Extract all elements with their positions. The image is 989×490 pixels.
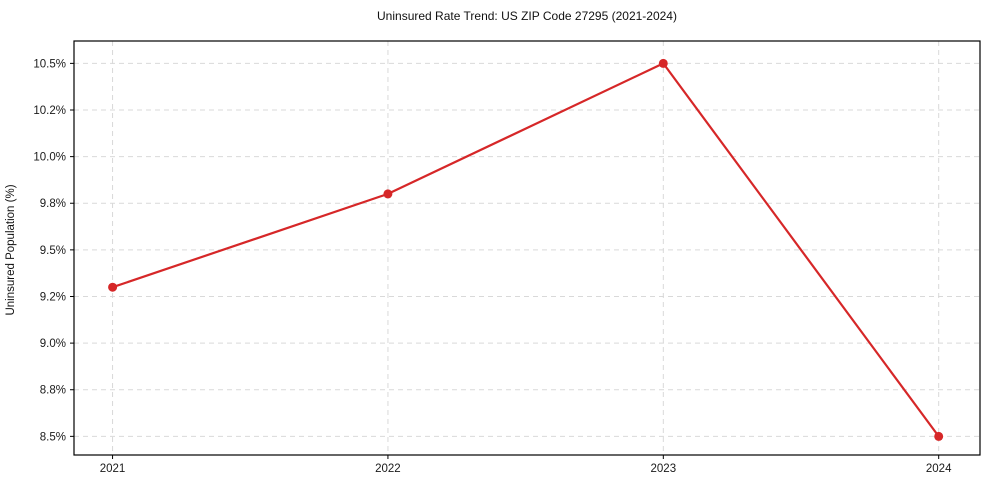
y-tick-label: 9.0%	[40, 338, 66, 350]
data-point-2023	[658, 58, 668, 68]
x-tick-label: 2022	[375, 463, 401, 475]
x-tick-label: 2023	[651, 463, 677, 475]
y-tick-label: 9.5%	[40, 245, 66, 257]
y-tick-label: 10.0%	[33, 152, 66, 164]
y-tick-label: 9.8%	[40, 198, 66, 210]
y-tick-label: 10.5%	[33, 58, 66, 70]
data-point-2022	[383, 189, 393, 199]
plot-border	[73, 40, 981, 456]
x-tick-label: 2024	[926, 463, 952, 475]
y-tick-label: 9.2%	[40, 291, 66, 303]
y-tick-label: 8.8%	[40, 385, 66, 397]
data-point-2021	[108, 282, 118, 292]
chart-title: Uninsured Rate Trend: US ZIP Code 27295 …	[377, 9, 677, 23]
trend-line	[111, 62, 940, 438]
data-point-2024	[934, 431, 944, 441]
y-tick-label: 10.2%	[33, 105, 66, 117]
y-tick-label: 8.5%	[40, 431, 66, 443]
x-tick-label: 2021	[100, 463, 126, 475]
